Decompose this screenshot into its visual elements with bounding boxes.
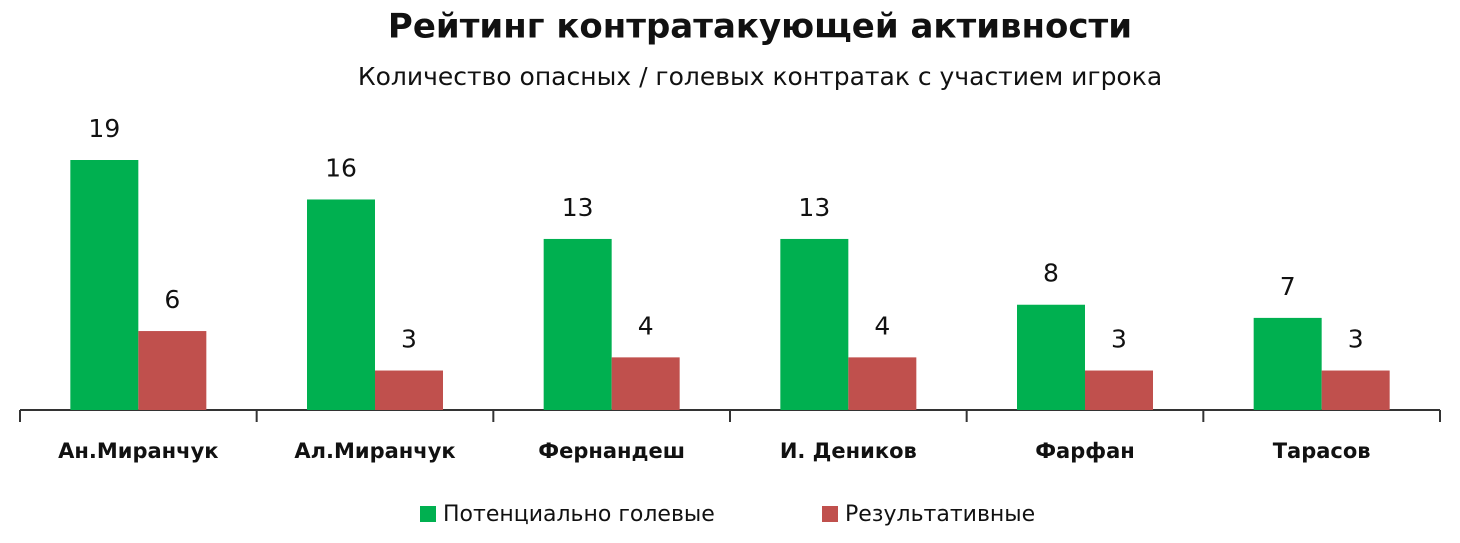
bar (1253, 317, 1322, 410)
bar (1017, 304, 1085, 410)
data-label: 4 (638, 311, 654, 340)
bar (70, 160, 139, 410)
bar (1085, 370, 1153, 410)
legend-label: Потенциально голевые (443, 502, 715, 527)
data-label: 6 (164, 285, 180, 314)
bar (543, 238, 612, 410)
x-tick-label: Ан.Миранчук (58, 439, 218, 463)
legend-swatch (822, 506, 838, 522)
data-label: 8 (1043, 259, 1059, 288)
data-label: 7 (1280, 272, 1296, 301)
chart-subtitle: Количество опасных / голевых контратак с… (358, 62, 1162, 91)
data-label: 3 (1348, 325, 1364, 354)
x-tick-label: Фернандеш (538, 439, 685, 463)
data-label: 13 (562, 193, 594, 222)
data-label: 16 (325, 153, 357, 182)
bar (138, 331, 207, 410)
bar (780, 238, 849, 410)
legend-swatch (420, 506, 436, 522)
x-tick-label: Ал.Миранчук (294, 439, 455, 463)
bar (848, 357, 917, 410)
chart-title: Рейтинг контратакующей активности (388, 7, 1132, 47)
data-label: 13 (798, 193, 830, 222)
bar (375, 370, 443, 410)
data-label: 19 (88, 114, 120, 143)
legend-label: Результативные (845, 502, 1035, 527)
data-label: 4 (874, 311, 890, 340)
data-label: 3 (1111, 325, 1127, 354)
x-tick-label: Тарасов (1273, 439, 1371, 463)
x-tick-label: И. Деников (780, 439, 917, 463)
bar (611, 357, 680, 410)
data-label: 3 (401, 325, 417, 354)
bar (1321, 370, 1390, 410)
x-tick-label: Фарфан (1035, 439, 1135, 463)
bar (307, 199, 375, 410)
